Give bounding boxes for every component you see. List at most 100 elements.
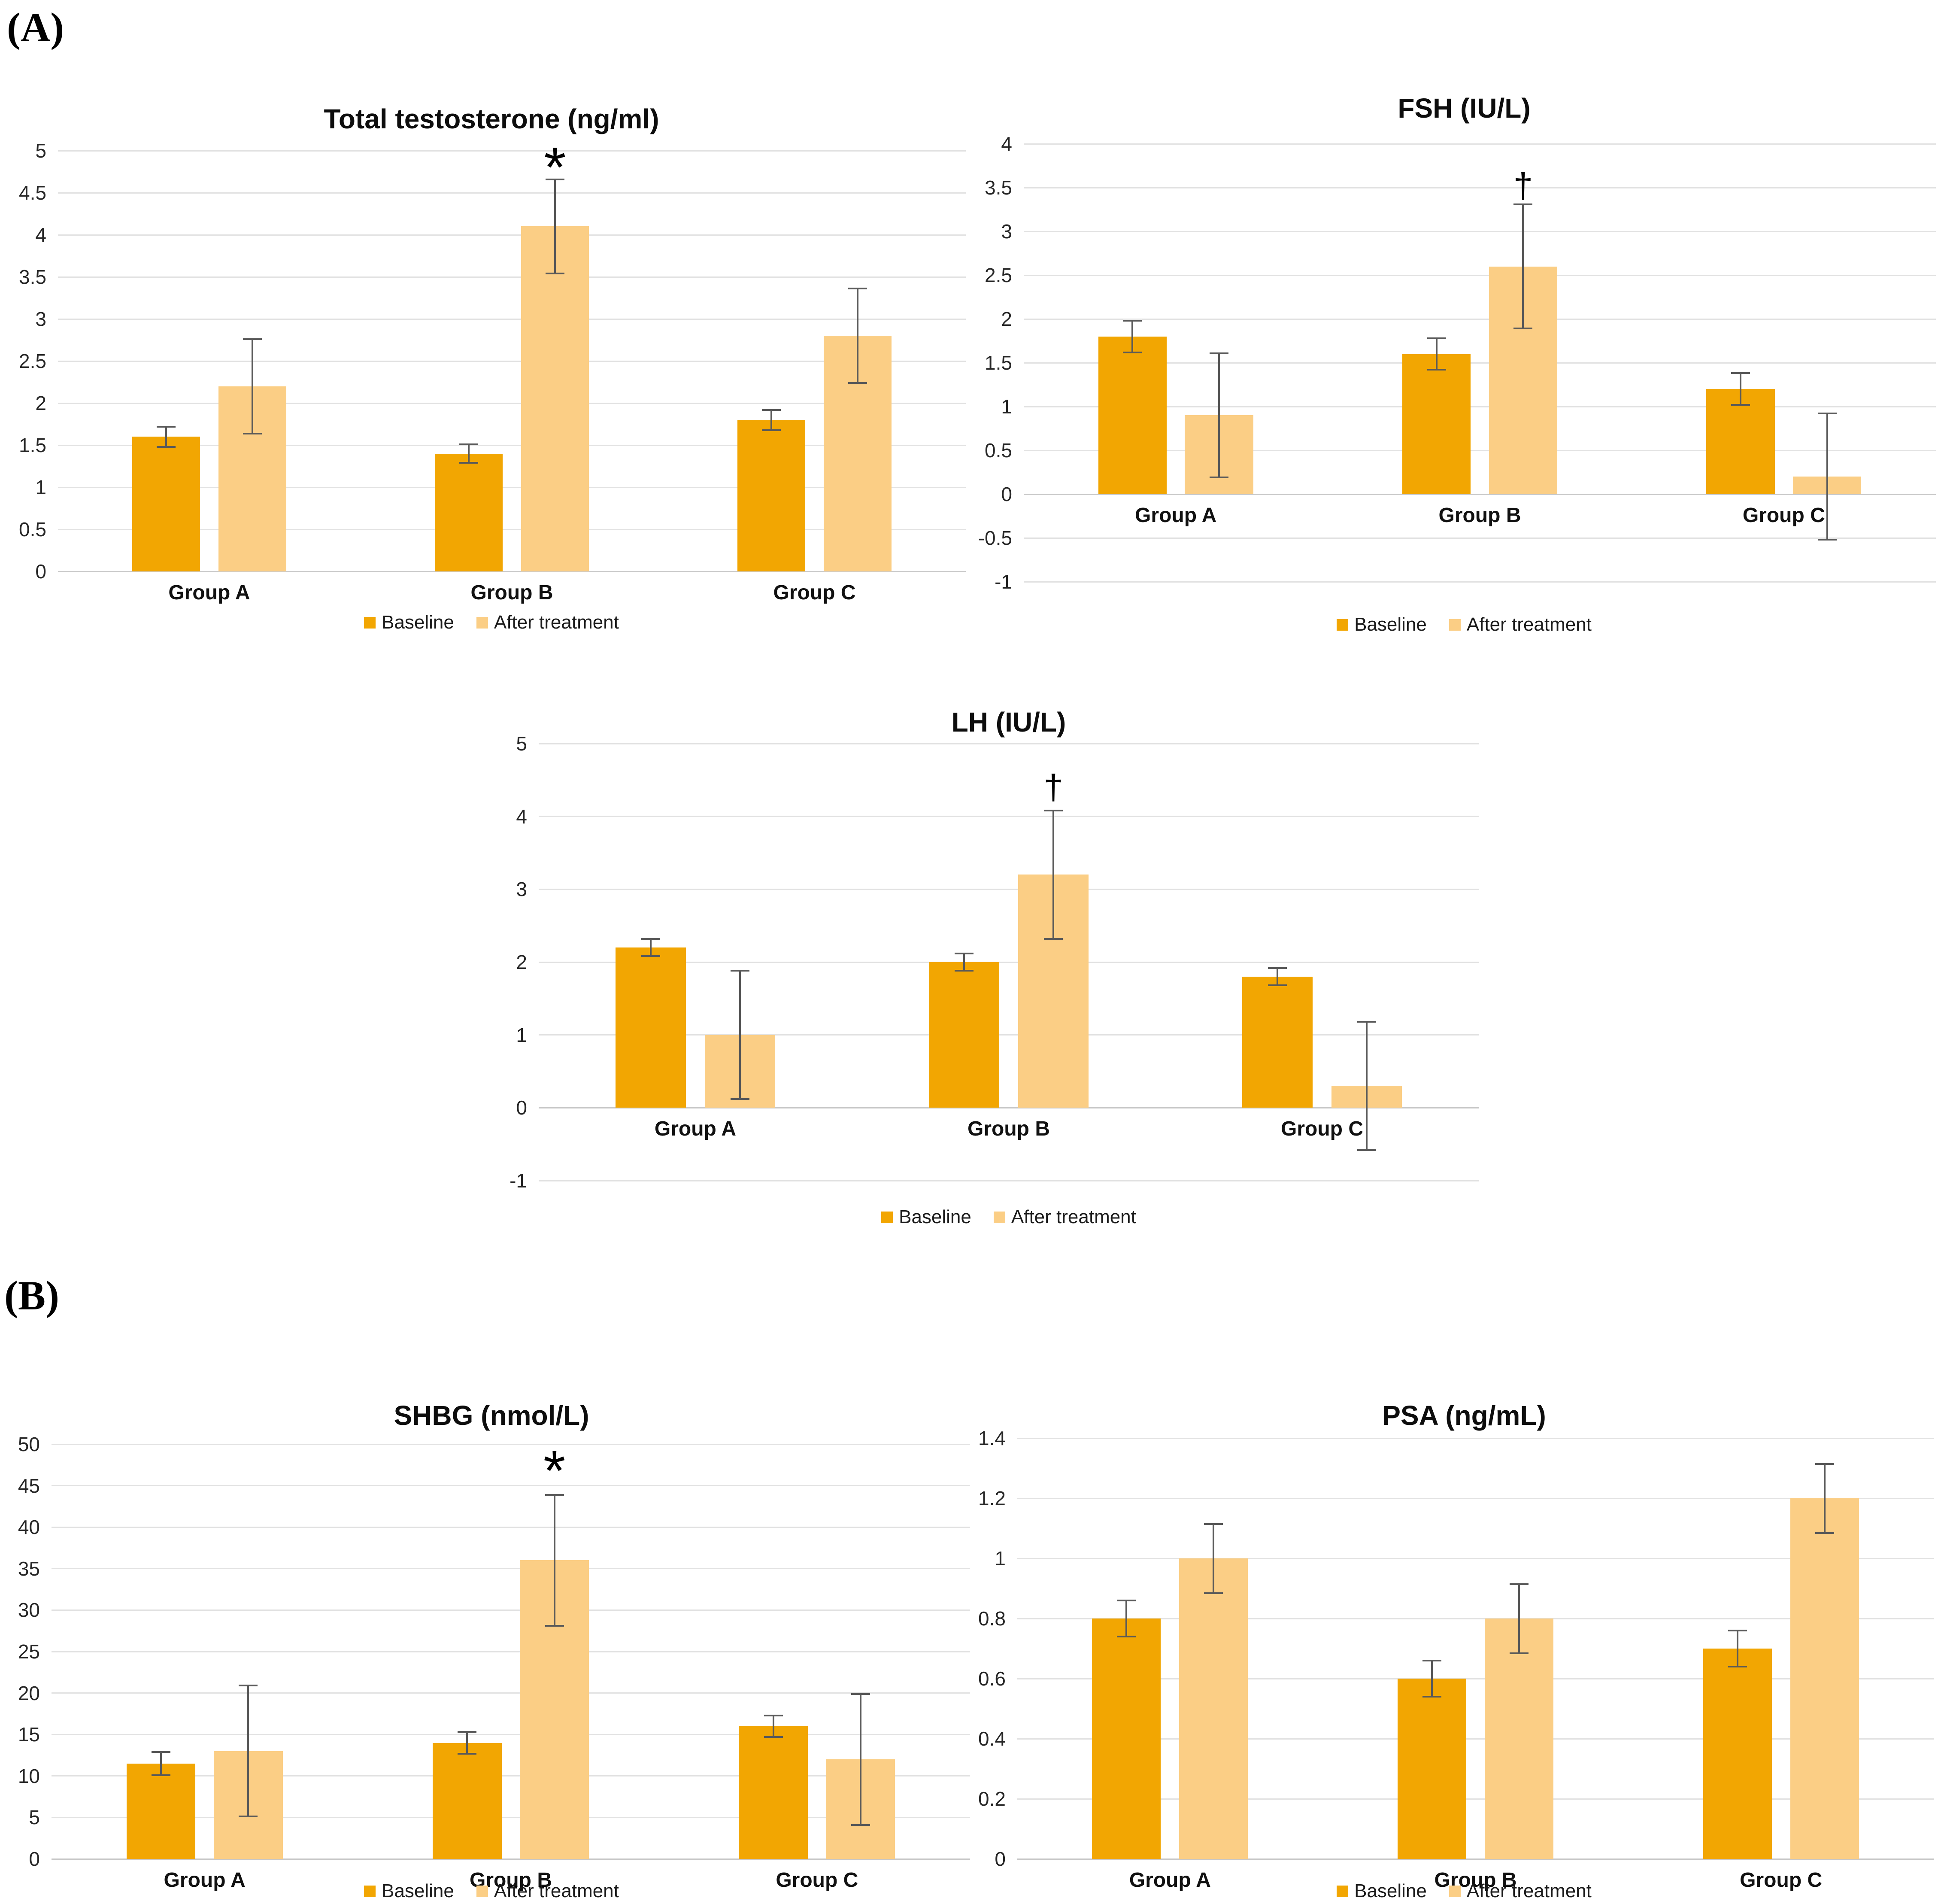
gridline xyxy=(539,1180,1479,1181)
y-axis-tick-label: 0.8 xyxy=(978,1607,1006,1630)
error-bar xyxy=(1366,1022,1368,1150)
gridline xyxy=(539,888,1479,890)
y-axis-tick-label: 0 xyxy=(516,1096,527,1119)
legend: Baseline After treatment xyxy=(17,1880,966,1902)
gridline xyxy=(52,1734,970,1735)
legend-label-baseline: Baseline xyxy=(899,1206,971,1227)
error-bar-cap xyxy=(1731,404,1750,406)
legend: Baseline After treatment xyxy=(987,1880,1941,1902)
y-axis-tick-label: 5 xyxy=(29,1806,40,1829)
error-bar xyxy=(1435,338,1438,370)
y-axis-tick-label: 2.5 xyxy=(985,264,1012,286)
error-bar-cap xyxy=(545,178,564,180)
y-axis-tick-label: 4 xyxy=(516,805,527,828)
y-axis-tick-label: 1 xyxy=(516,1023,527,1046)
y-axis-tick-label: 30 xyxy=(18,1599,40,1622)
error-bar-cap xyxy=(545,1625,564,1627)
y-axis-tick-label: -0.5 xyxy=(978,527,1012,549)
legend-item-after-treatment: After treatment xyxy=(476,612,619,633)
x-axis-group-label: Group A xyxy=(168,581,250,604)
error-bar-cap xyxy=(764,1736,783,1738)
y-axis-tick-label: 20 xyxy=(18,1682,40,1704)
bar-baseline xyxy=(737,420,806,571)
bar-after-treatment xyxy=(1179,1558,1248,1859)
y-axis-tick-label: 0.2 xyxy=(978,1788,1006,1810)
error-bar xyxy=(1213,1524,1215,1593)
legend-label-baseline: Baseline xyxy=(1354,614,1427,635)
error-bar xyxy=(739,971,741,1099)
bar-baseline xyxy=(1706,389,1775,494)
error-bar xyxy=(160,1752,162,1775)
y-axis-tick-label: 0.4 xyxy=(978,1728,1006,1750)
significance-marker: † xyxy=(1043,767,1063,807)
gridline xyxy=(52,1526,970,1528)
gridline xyxy=(1017,1798,1934,1800)
y-axis-tick-label: 2.5 xyxy=(19,350,46,372)
error-bar-cap xyxy=(545,1494,564,1496)
chart-total-testosterone: Total testosterone (ng/ml) 5 4.5 4 3.5 3 2.5 2… xyxy=(17,99,966,657)
error-bar-cap xyxy=(1815,1532,1834,1534)
gridline xyxy=(52,1485,970,1487)
gridline xyxy=(1024,143,1936,145)
bar-after-treatment xyxy=(1484,1619,1553,1859)
legend-swatch-baseline-icon xyxy=(364,1885,376,1897)
error-bar-cap xyxy=(1728,1666,1747,1667)
legend-swatch-baseline-icon xyxy=(364,616,376,629)
legend-item-baseline: Baseline xyxy=(1337,614,1427,635)
chart-title: SHBG (nmol/L) xyxy=(394,1400,589,1431)
chart-title: Total testosterone (ng/ml) xyxy=(324,103,659,134)
plot-area: 4 3.5 3 2.5 2 1.5 1 0.5 0 -0.5 -1 Group A Group B Gro… xyxy=(978,133,1936,593)
legend-swatch-after-treatment-icon xyxy=(993,1211,1005,1223)
y-axis-tick-label: 50 xyxy=(18,1433,40,1455)
legend-item-after-treatment: After treatment xyxy=(1449,614,1592,635)
error-bar-cap xyxy=(1422,1696,1442,1698)
error-bar xyxy=(1131,321,1134,352)
bar-baseline xyxy=(1242,976,1313,1108)
error-bar xyxy=(1431,1661,1433,1697)
error-bar-cap xyxy=(157,425,176,428)
gridline xyxy=(1024,449,1936,451)
legend-swatch-baseline-icon xyxy=(1337,1885,1349,1897)
x-axis-group-label: Group C xyxy=(1740,1869,1823,1892)
gridline xyxy=(1024,362,1936,364)
error-bar xyxy=(1218,353,1220,478)
legend-item-after-treatment: After treatment xyxy=(476,1880,619,1902)
error-bar-cap xyxy=(459,462,479,464)
error-bar-cap xyxy=(1123,320,1142,322)
legend-label-after-treatment: After treatment xyxy=(1011,1206,1136,1227)
error-bar-cap xyxy=(954,952,974,954)
error-bar-cap xyxy=(1123,351,1142,353)
error-bar-cap xyxy=(1509,1652,1529,1654)
gridline xyxy=(539,743,1479,744)
x-axis-group-label: Group B xyxy=(967,1117,1050,1141)
legend: Baseline After treatment xyxy=(494,1206,1524,1228)
error-bar-cap xyxy=(1357,1149,1377,1151)
gridline xyxy=(539,961,1479,963)
bar-baseline xyxy=(1703,1649,1772,1859)
gridline xyxy=(1024,318,1936,320)
bar-after-treatment xyxy=(1790,1498,1859,1859)
bar-baseline xyxy=(126,1763,196,1859)
error-bar-cap xyxy=(1815,1463,1834,1465)
error-bar xyxy=(165,426,167,447)
gridline xyxy=(1017,1678,1934,1679)
y-axis-tick-label: -1 xyxy=(995,571,1012,593)
gridline xyxy=(1017,1618,1934,1619)
error-bar-cap xyxy=(1210,352,1229,354)
legend-swatch-after-treatment-icon xyxy=(476,1885,488,1897)
x-axis-group-label: Group C xyxy=(773,581,856,604)
error-bar-cap xyxy=(851,1824,870,1826)
y-axis-tick-label: 1.2 xyxy=(978,1487,1006,1509)
x-axis-group-label: Group A xyxy=(164,1869,246,1892)
x-axis-group-label: Group A xyxy=(1129,1869,1211,1892)
gridline xyxy=(58,318,966,320)
gridline xyxy=(1024,581,1936,583)
legend-swatch-after-treatment-icon xyxy=(1449,619,1461,631)
chart-title: LH (IU/L) xyxy=(951,707,1066,738)
y-axis-tick-label: 4.5 xyxy=(19,182,46,204)
legend-item-baseline: Baseline xyxy=(881,1206,971,1228)
plot-area: 5 4 3 2 1 0 -1 Group A Group B Group C † xyxy=(510,732,1479,1192)
error-bar xyxy=(466,1732,468,1754)
y-axis-tick-label: 0.5 xyxy=(19,518,46,541)
gridline xyxy=(1024,231,1936,232)
